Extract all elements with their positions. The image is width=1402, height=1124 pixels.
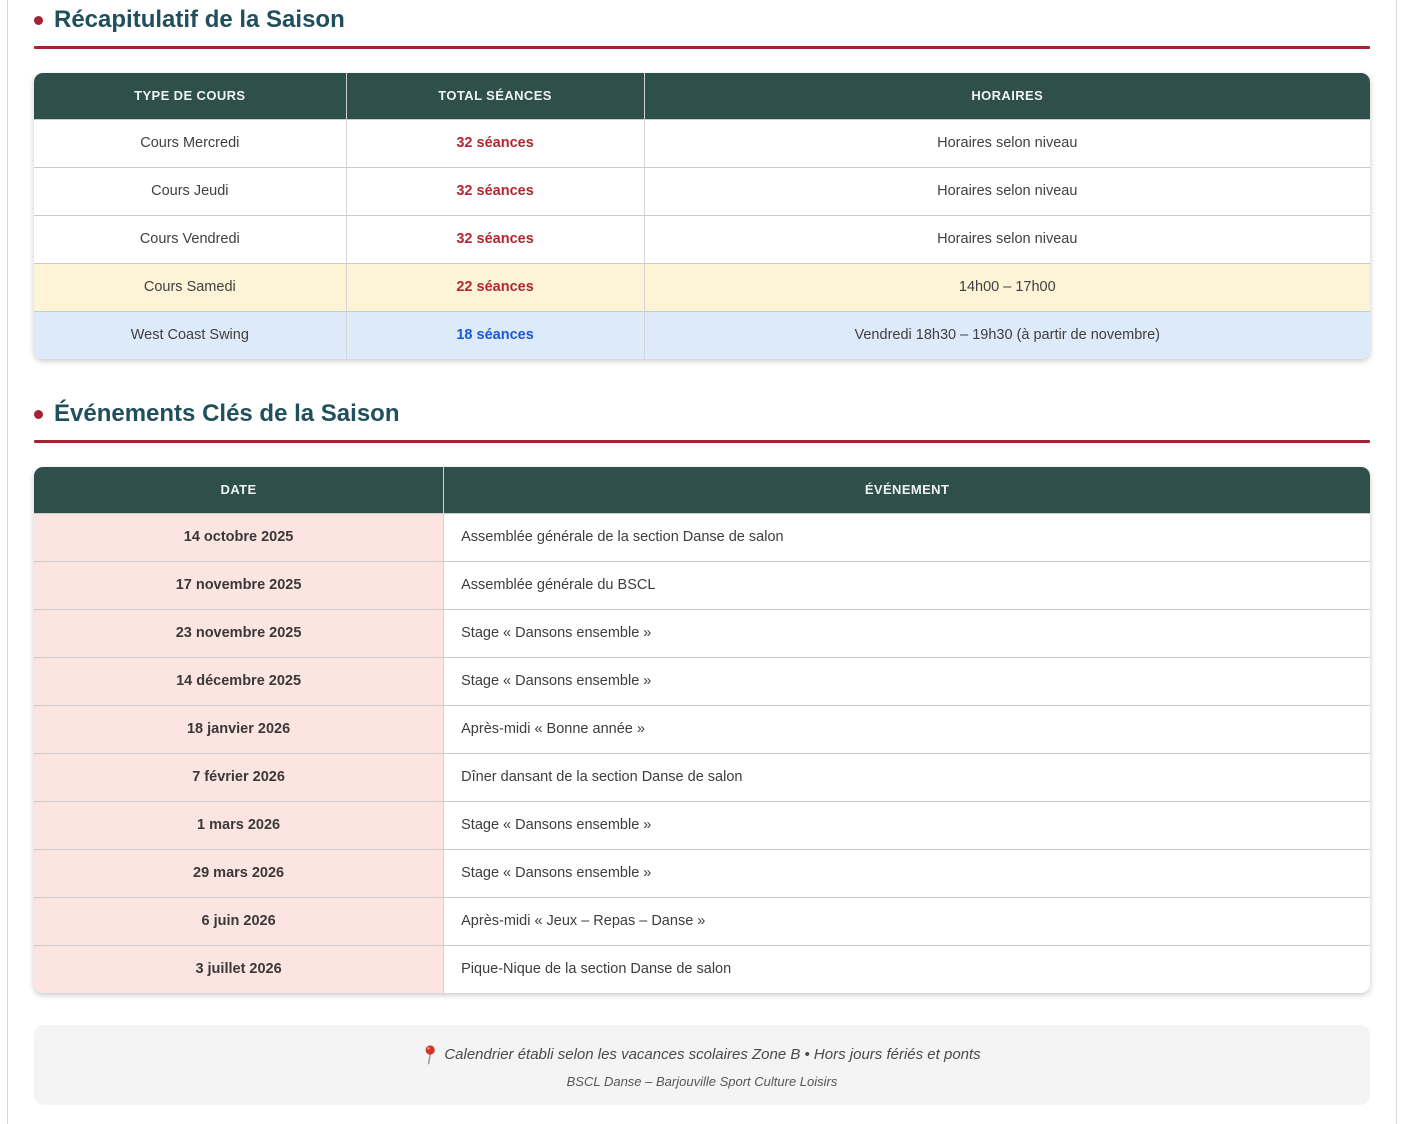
- date-cell: 14 octobre 2025: [34, 512, 445, 561]
- date-cell: 3 juillet 2026: [34, 944, 445, 993]
- table-header-row: TYPE DE COURS TOTAL SÉANCES HORAIRES: [34, 72, 1370, 119]
- date-cell: 23 novembre 2025: [34, 608, 445, 657]
- course-type-cell: Cours Samedi: [34, 262, 347, 311]
- table-row: 23 novembre 2025 Stage « Dansons ensembl…: [34, 608, 1370, 657]
- col-header-event: ÉVÉNEMENT: [444, 466, 1370, 513]
- calendar-note-line: Calendrier établi selon les vacances sco…: [44, 1044, 1360, 1065]
- course-type-cell: West Coast Swing: [34, 310, 347, 359]
- seances-cell: 32 séances: [346, 214, 645, 263]
- table-row-samedi: Cours Samedi 22 séances 14h00 – 17h00: [34, 262, 1370, 311]
- section-title-text: Événements Clés de la Saison: [54, 399, 400, 427]
- table-row: 14 octobre 2025 Assemblée générale de la…: [34, 512, 1370, 561]
- bullet-icon: [34, 409, 43, 419]
- table-row-west-coast-swing: West Coast Swing 18 séances Vendredi 18h…: [34, 310, 1370, 359]
- table-row: 7 février 2026 Dîner dansant de la secti…: [34, 752, 1370, 801]
- footer-note: Calendrier établi selon les vacances sco…: [34, 1024, 1370, 1105]
- event-cell: Pique-Nique de la section Danse de salon: [444, 944, 1370, 993]
- section-rule: [34, 439, 1370, 443]
- event-cell: Stage « Dansons ensemble »: [444, 848, 1370, 897]
- recap-table: TYPE DE COURS TOTAL SÉANCES HORAIRES Cou…: [34, 72, 1370, 359]
- date-cell: 17 novembre 2025: [34, 560, 445, 609]
- date-cell: 7 février 2026: [34, 752, 445, 801]
- event-cell: Stage « Dansons ensemble »: [444, 608, 1370, 657]
- table-row: 6 juin 2026 Après-midi « Jeux – Repas – …: [34, 896, 1370, 945]
- event-cell: Stage « Dansons ensemble »: [444, 800, 1370, 849]
- section-title-events: Événements Clés de la Saison: [34, 400, 1370, 429]
- col-header-horaires: HORAIRES: [644, 72, 1370, 119]
- col-header-type: TYPE DE COURS: [34, 72, 347, 119]
- table-row: Cours Vendredi 32 séances Horaires selon…: [34, 214, 1370, 263]
- date-cell: 1 mars 2026: [34, 800, 445, 849]
- table-row: 29 mars 2026 Stage « Dansons ensemble »: [34, 848, 1370, 897]
- section-events: Événements Clés de la Saison DATE ÉVÉNEM…: [34, 400, 1370, 993]
- section-rule: [34, 45, 1370, 49]
- page-right-edge: [1396, 0, 1397, 1124]
- page-content: Récapitulatif de la Saison TYPE DE COURS…: [34, 0, 1370, 1105]
- col-header-date: DATE: [34, 466, 445, 513]
- horaires-cell: 14h00 – 17h00: [644, 262, 1370, 311]
- horaires-cell: Horaires selon niveau: [644, 166, 1370, 215]
- section-title-text: Récapitulatif de la Saison: [54, 6, 345, 33]
- table-row: 17 novembre 2025 Assemblée générale du B…: [34, 560, 1370, 609]
- page-left-edge: [7, 0, 8, 1124]
- table-row: Cours Jeudi 32 séances Horaires selon ni…: [34, 166, 1370, 215]
- course-type-cell: Cours Vendredi: [34, 214, 347, 263]
- date-cell: 29 mars 2026: [34, 848, 445, 897]
- table-row: 3 juillet 2026 Pique-Nique de la section…: [34, 944, 1370, 993]
- calendar-note-text: Calendrier établi selon les vacances sco…: [444, 1046, 981, 1064]
- event-cell: Assemblée générale de la section Danse d…: [444, 512, 1370, 561]
- date-cell: 14 décembre 2025: [34, 656, 445, 705]
- section-recap: Récapitulatif de la Saison TYPE DE COURS…: [34, 6, 1370, 359]
- events-table: DATE ÉVÉNEMENT 14 octobre 2025 Assemblée…: [34, 466, 1370, 993]
- table-row: 14 décembre 2025 Stage « Dansons ensembl…: [34, 656, 1370, 705]
- horaires-cell: Horaires selon niveau: [644, 118, 1370, 167]
- section-title-recap: Récapitulatif de la Saison: [34, 6, 1370, 35]
- course-type-cell: Cours Mercredi: [34, 118, 347, 167]
- horaires-cell: Horaires selon niveau: [644, 214, 1370, 263]
- event-cell: Après-midi « Bonne année »: [444, 704, 1370, 753]
- table-row: 18 janvier 2026 Après-midi « Bonne année…: [34, 704, 1370, 753]
- table-header-row: DATE ÉVÉNEMENT: [34, 466, 1370, 513]
- table-row: Cours Mercredi 32 séances Horaires selon…: [34, 118, 1370, 167]
- seances-cell: 32 séances: [346, 118, 645, 167]
- seances-cell: 32 séances: [346, 166, 645, 215]
- event-cell: Assemblée générale du BSCL: [444, 560, 1370, 609]
- date-cell: 18 janvier 2026: [34, 704, 445, 753]
- pushpin-icon: [425, 1044, 436, 1064]
- table-row: 1 mars 2026 Stage « Dansons ensemble »: [34, 800, 1370, 849]
- course-type-cell: Cours Jeudi: [34, 166, 347, 215]
- seances-cell: 22 séances: [346, 262, 645, 311]
- seances-cell: 18 séances: [346, 310, 645, 359]
- bullet-icon: [34, 15, 43, 25]
- horaires-cell: Vendredi 18h30 – 19h30 (à partir de nove…: [644, 310, 1370, 359]
- organization-note: BSCL Danse – Barjouville Sport Culture L…: [566, 1073, 838, 1089]
- event-cell: Après-midi « Jeux – Repas – Danse »: [444, 896, 1370, 945]
- col-header-seances: TOTAL SÉANCES: [346, 72, 645, 119]
- date-cell: 6 juin 2026: [34, 896, 445, 945]
- event-cell: Dîner dansant de la section Danse de sal…: [444, 752, 1370, 801]
- event-cell: Stage « Dansons ensemble »: [444, 656, 1370, 705]
